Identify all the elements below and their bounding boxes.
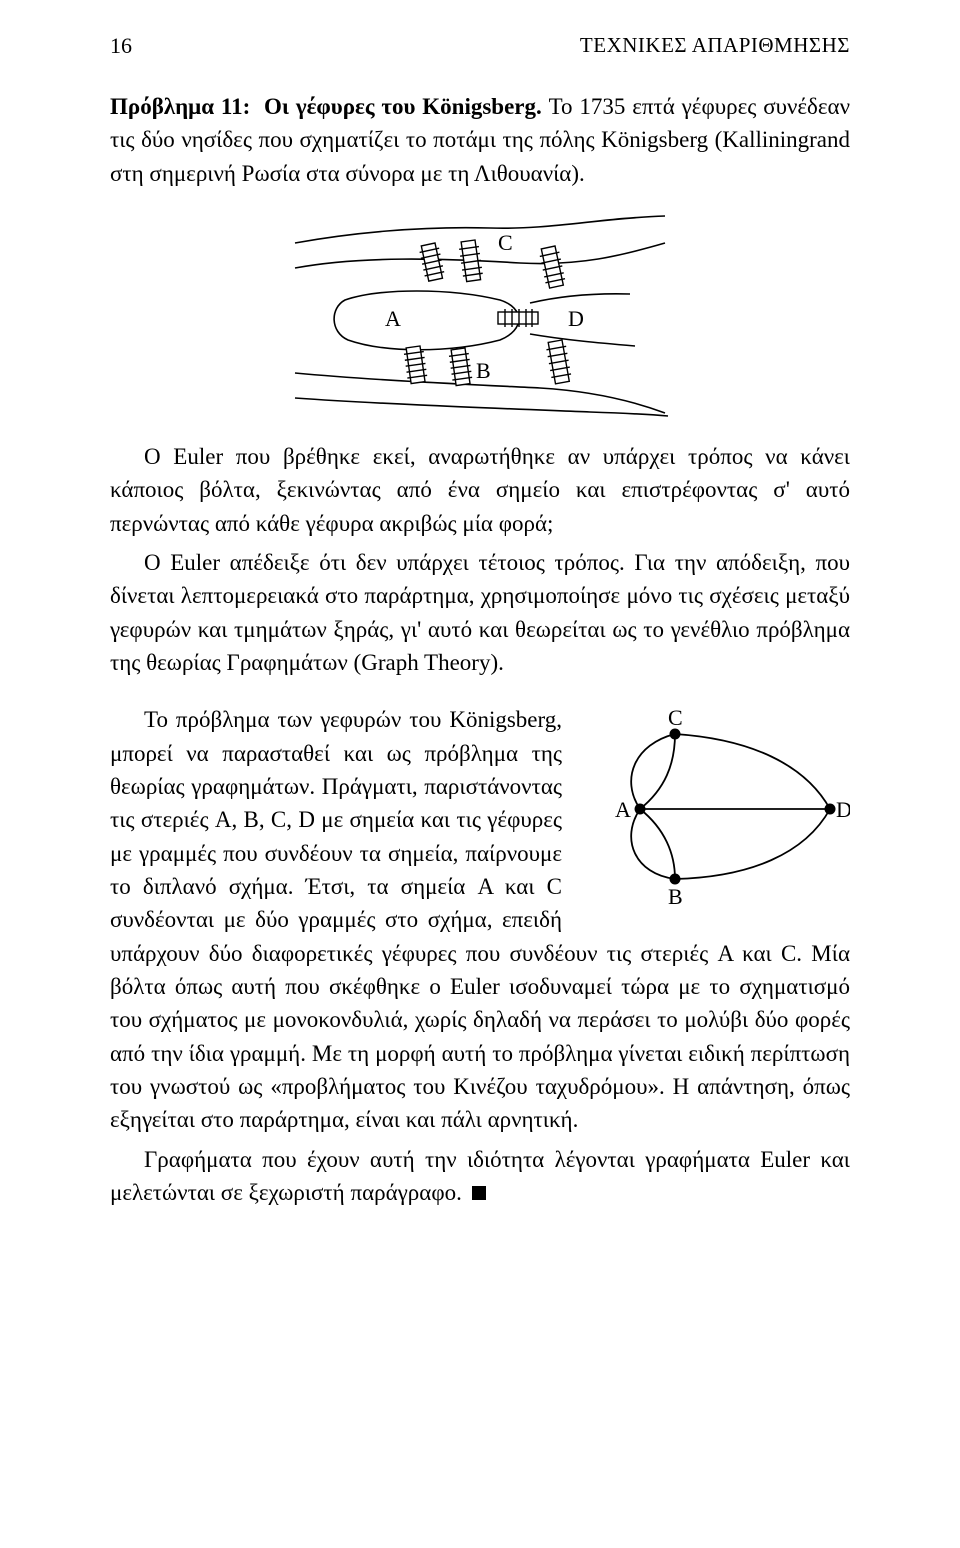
fig2-label-b: B (668, 884, 683, 909)
konigsberg-map-svg: A B C D (290, 208, 670, 418)
problem-label: Πρόβλημα 11: (110, 94, 250, 119)
body-p2: Ο Euler απέδειξε ότι δεν υπάρχει τέτοιος… (110, 546, 850, 679)
qed-square-icon (472, 1186, 486, 1200)
graph-svg: C A B D (580, 709, 850, 909)
fig1-label-d: D (568, 306, 584, 331)
page: 16 ΤΕΧΝΙΚΕΣ ΑΠΑΡΙΘΜΗΣΗΣ Πρόβλημα 11: Οι … (0, 0, 960, 1548)
fig2-label-a: A (615, 797, 631, 822)
fig2-label-d: D (836, 797, 850, 822)
page-number: 16 (110, 30, 132, 62)
spacer (110, 685, 850, 703)
fig1-label-b: B (476, 358, 491, 383)
konigsberg-map-figure: A B C D (110, 208, 850, 418)
problem-title-text: Οι γέφυρες του Königsberg. (264, 94, 542, 119)
body-p1: Ο Euler που βρέθηκε εκεί, αναρωτήθηκε αν… (110, 440, 850, 540)
chapter-title: ΤΕΧΝΙΚΕΣ ΑΠΑΡΙΘΜΗΣΗΣ (580, 30, 850, 62)
page-header: 16 ΤΕΧΝΙΚΕΣ ΑΠΑΡΙΘΜΗΣΗΣ (110, 30, 850, 62)
body-p4: Γραφήματα που έχουν αυτή την ιδιότητα λέ… (110, 1143, 850, 1210)
fig1-label-c: C (498, 230, 513, 255)
fig2-label-c: C (668, 709, 683, 730)
graph-figure: C A B D (580, 709, 850, 918)
problem-title (257, 94, 264, 119)
fig1-label-a: A (385, 306, 401, 331)
problem-heading: Πρόβλημα 11: Οι γέφυρες του Königsberg. … (110, 90, 850, 190)
